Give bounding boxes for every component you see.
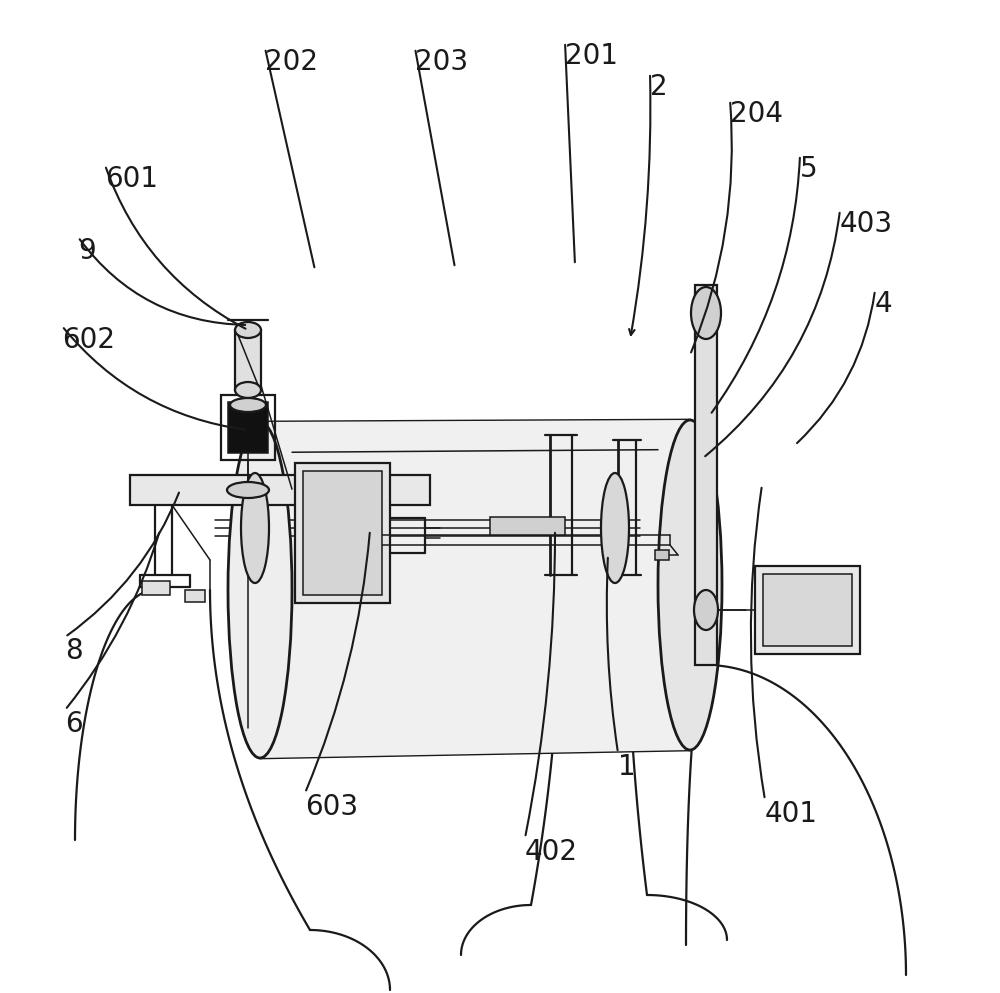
Ellipse shape — [658, 420, 722, 750]
Text: 203: 203 — [415, 48, 468, 76]
Text: 204: 204 — [730, 100, 783, 128]
Text: 8: 8 — [65, 637, 83, 665]
Bar — [763, 574, 852, 646]
Text: 402: 402 — [525, 838, 578, 866]
Text: 5: 5 — [800, 155, 818, 183]
Ellipse shape — [601, 473, 629, 583]
Text: 201: 201 — [565, 42, 618, 70]
Bar — [142, 581, 170, 595]
Bar — [185, 590, 205, 602]
Text: 602: 602 — [62, 326, 115, 354]
Ellipse shape — [241, 473, 269, 583]
Ellipse shape — [235, 382, 261, 398]
Text: 202: 202 — [265, 48, 318, 76]
Bar — [295, 463, 390, 603]
Bar — [490, 517, 565, 535]
Text: 601: 601 — [105, 165, 158, 193]
Bar — [228, 402, 268, 453]
Ellipse shape — [235, 322, 261, 338]
Ellipse shape — [227, 482, 269, 498]
Bar — [755, 566, 860, 654]
Text: 401: 401 — [765, 800, 818, 828]
Bar — [303, 471, 382, 595]
Text: 9: 9 — [78, 237, 96, 265]
Text: 6: 6 — [65, 710, 83, 738]
Text: 2: 2 — [650, 73, 668, 101]
Bar — [130, 475, 430, 505]
Ellipse shape — [230, 398, 266, 412]
Bar — [221, 395, 275, 460]
Bar — [235, 330, 261, 390]
Text: 603: 603 — [305, 793, 358, 821]
Ellipse shape — [694, 590, 718, 630]
Polygon shape — [260, 420, 690, 758]
Ellipse shape — [228, 422, 292, 758]
Ellipse shape — [691, 287, 721, 339]
Bar — [695, 285, 717, 665]
Text: 403: 403 — [840, 210, 893, 238]
Bar — [655, 550, 669, 560]
Text: 1: 1 — [618, 753, 636, 781]
Text: 4: 4 — [875, 290, 893, 318]
